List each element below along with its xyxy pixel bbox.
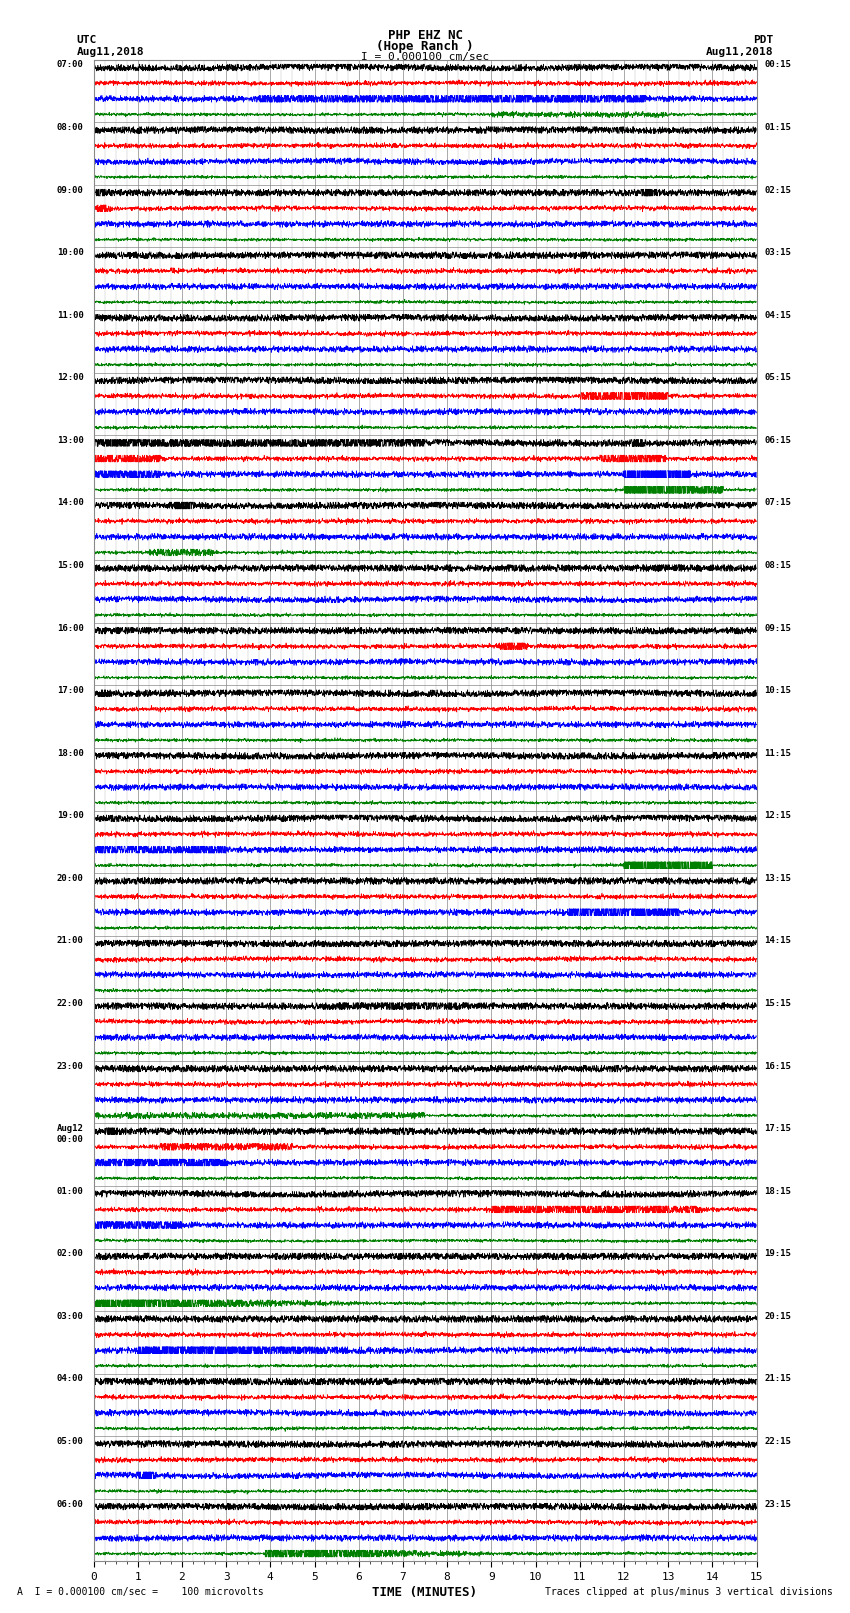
Text: Aug12
00:00: Aug12 00:00: [57, 1124, 84, 1144]
Text: 17:00: 17:00: [57, 686, 84, 695]
Text: 16:15: 16:15: [764, 1061, 791, 1071]
Text: 02:15: 02:15: [764, 185, 791, 195]
Text: 07:15: 07:15: [764, 498, 791, 508]
Text: 08:00: 08:00: [57, 123, 84, 132]
Text: 06:00: 06:00: [57, 1500, 84, 1508]
Text: 21:15: 21:15: [764, 1374, 791, 1384]
Text: 16:00: 16:00: [57, 624, 84, 632]
Text: 17:15: 17:15: [764, 1124, 791, 1134]
Text: 20:15: 20:15: [764, 1311, 791, 1321]
Text: 13:15: 13:15: [764, 874, 791, 882]
Text: 12:00: 12:00: [57, 373, 84, 382]
Text: 18:00: 18:00: [57, 748, 84, 758]
Text: 23:15: 23:15: [764, 1500, 791, 1508]
Text: (Hope Ranch ): (Hope Ranch ): [377, 40, 473, 53]
Text: Aug11,2018: Aug11,2018: [76, 47, 144, 56]
Text: Traces clipped at plus/minus 3 vertical divisions: Traces clipped at plus/minus 3 vertical …: [545, 1587, 833, 1597]
Text: 02:00: 02:00: [57, 1250, 84, 1258]
Text: 09:00: 09:00: [57, 185, 84, 195]
Text: 04:15: 04:15: [764, 311, 791, 319]
Text: 05:00: 05:00: [57, 1437, 84, 1445]
Text: Aug11,2018: Aug11,2018: [706, 47, 774, 56]
X-axis label: TIME (MINUTES): TIME (MINUTES): [372, 1586, 478, 1598]
Text: 15:15: 15:15: [764, 998, 791, 1008]
Text: 21:00: 21:00: [57, 937, 84, 945]
Text: 22:00: 22:00: [57, 998, 84, 1008]
Text: 09:15: 09:15: [764, 624, 791, 632]
Text: 23:00: 23:00: [57, 1061, 84, 1071]
Text: 04:00: 04:00: [57, 1374, 84, 1384]
Text: 22:15: 22:15: [764, 1437, 791, 1445]
Text: 00:15: 00:15: [764, 60, 791, 69]
Text: 18:15: 18:15: [764, 1187, 791, 1195]
Text: 03:00: 03:00: [57, 1311, 84, 1321]
Text: 11:00: 11:00: [57, 311, 84, 319]
Text: 05:15: 05:15: [764, 373, 791, 382]
Text: 01:00: 01:00: [57, 1187, 84, 1195]
Text: 10:00: 10:00: [57, 248, 84, 256]
Text: 11:15: 11:15: [764, 748, 791, 758]
Text: 08:15: 08:15: [764, 561, 791, 569]
Text: PHP EHZ NC: PHP EHZ NC: [388, 29, 462, 42]
Text: 13:00: 13:00: [57, 436, 84, 445]
Text: 14:00: 14:00: [57, 498, 84, 508]
Text: 01:15: 01:15: [764, 123, 791, 132]
Text: 19:00: 19:00: [57, 811, 84, 821]
Text: 12:15: 12:15: [764, 811, 791, 821]
Text: 19:15: 19:15: [764, 1250, 791, 1258]
Text: 10:15: 10:15: [764, 686, 791, 695]
Text: 07:00: 07:00: [57, 60, 84, 69]
Text: 03:15: 03:15: [764, 248, 791, 256]
Text: 15:00: 15:00: [57, 561, 84, 569]
Text: 06:15: 06:15: [764, 436, 791, 445]
Text: A  I = 0.000100 cm/sec =    100 microvolts: A I = 0.000100 cm/sec = 100 microvolts: [17, 1587, 264, 1597]
Text: I = 0.000100 cm/sec: I = 0.000100 cm/sec: [361, 52, 489, 61]
Text: 14:15: 14:15: [764, 937, 791, 945]
Text: 20:00: 20:00: [57, 874, 84, 882]
Text: UTC: UTC: [76, 35, 97, 45]
Text: PDT: PDT: [753, 35, 774, 45]
